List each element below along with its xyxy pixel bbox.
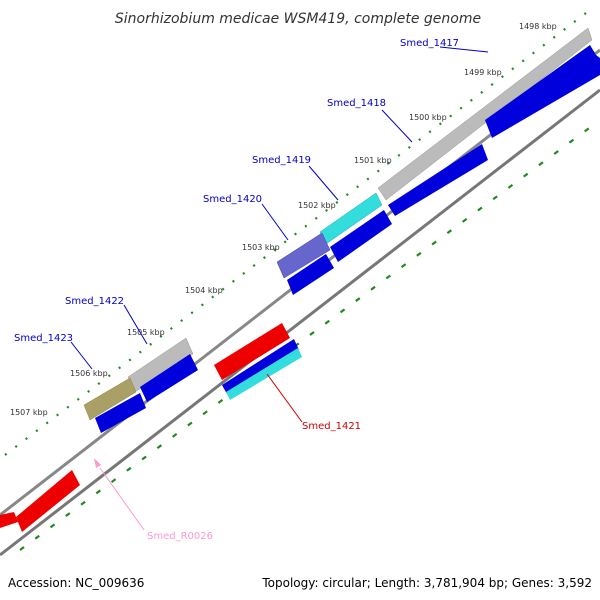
gene-label-smed-1422[interactable]: Smed_1422 bbox=[65, 296, 124, 307]
gene-arrow-red[interactable] bbox=[0, 512, 18, 528]
leader-line bbox=[99, 467, 145, 531]
gene-block-olive[interactable] bbox=[83, 377, 137, 421]
tick-label: 1505 kbp bbox=[127, 328, 165, 337]
leader-line bbox=[266, 373, 303, 423]
leader-line bbox=[261, 203, 289, 241]
tick-label: 1507 kbp bbox=[10, 408, 48, 417]
gene-arrow-blue[interactable] bbox=[485, 45, 600, 138]
tick-label: 1504 kbp bbox=[185, 286, 223, 295]
gene-label-smed-1418[interactable]: Smed_1418 bbox=[327, 98, 386, 109]
gene-block-gray[interactable] bbox=[377, 27, 593, 201]
genome-summary-label: Topology: circular; Length: 3,781,904 bp… bbox=[262, 576, 592, 590]
gene-label-smed-1423[interactable]: Smed_1423 bbox=[14, 333, 73, 344]
gene-marker-pink[interactable] bbox=[94, 458, 101, 468]
tick-arc-lower bbox=[19, 119, 600, 551]
accession-label: Accession: NC_009636 bbox=[8, 576, 145, 590]
genome-title: Sinorhizobium medicae WSM419, complete g… bbox=[115, 11, 481, 27]
gene-arrow-blue[interactable] bbox=[222, 339, 299, 394]
tick-label: 1500 kbp bbox=[409, 113, 447, 122]
tick-label: 1499 kbp bbox=[464, 68, 502, 77]
tick-label: 1503 kbp bbox=[242, 243, 280, 252]
gene-block-cyan[interactable] bbox=[226, 348, 302, 400]
gene-label-smed-1421[interactable]: Smed_1421 bbox=[302, 421, 361, 432]
gene-label-smed-r0026[interactable]: Smed_R0026 bbox=[147, 531, 213, 542]
gene-arrow-blue[interactable] bbox=[140, 354, 198, 402]
tick-label: 1498 kbp bbox=[519, 22, 557, 31]
gene-track-blue bbox=[95, 45, 600, 433]
tick-label: 1502 kbp bbox=[298, 201, 336, 210]
gene-arrow-blue[interactable] bbox=[388, 144, 488, 216]
gene-label-smed-1417[interactable]: Smed_1417 bbox=[400, 38, 459, 49]
leader-line bbox=[70, 341, 93, 370]
leader-line bbox=[123, 304, 148, 345]
tick-label: 1506 kbp bbox=[70, 369, 108, 378]
gene-arrow-blue[interactable] bbox=[330, 210, 392, 262]
gene-track-forward bbox=[83, 27, 593, 421]
leader-line bbox=[381, 109, 413, 143]
gene-label-smed-1420[interactable]: Smed_1420 bbox=[203, 194, 262, 205]
gene-track-reverse bbox=[0, 323, 302, 532]
gene-label-smed-1419[interactable]: Smed_1419 bbox=[252, 155, 311, 166]
gene-arrow-red[interactable] bbox=[16, 470, 80, 532]
leader-line bbox=[308, 165, 339, 201]
gene-arrow-blue[interactable] bbox=[95, 393, 146, 433]
gene-arrow-blue[interactable] bbox=[287, 254, 334, 295]
gene-labels: Smed_1417 Smed_1418 Smed_1419 Smed_1420 … bbox=[14, 38, 489, 542]
tick-label: 1501 kbp bbox=[354, 156, 392, 165]
gene-block-purple[interactable] bbox=[276, 232, 331, 279]
genome-backbone-inner bbox=[0, 88, 600, 557]
tick-arc-upper bbox=[4, 9, 591, 456]
gene-arrow-red[interactable] bbox=[214, 323, 290, 380]
leader-line bbox=[439, 46, 489, 53]
